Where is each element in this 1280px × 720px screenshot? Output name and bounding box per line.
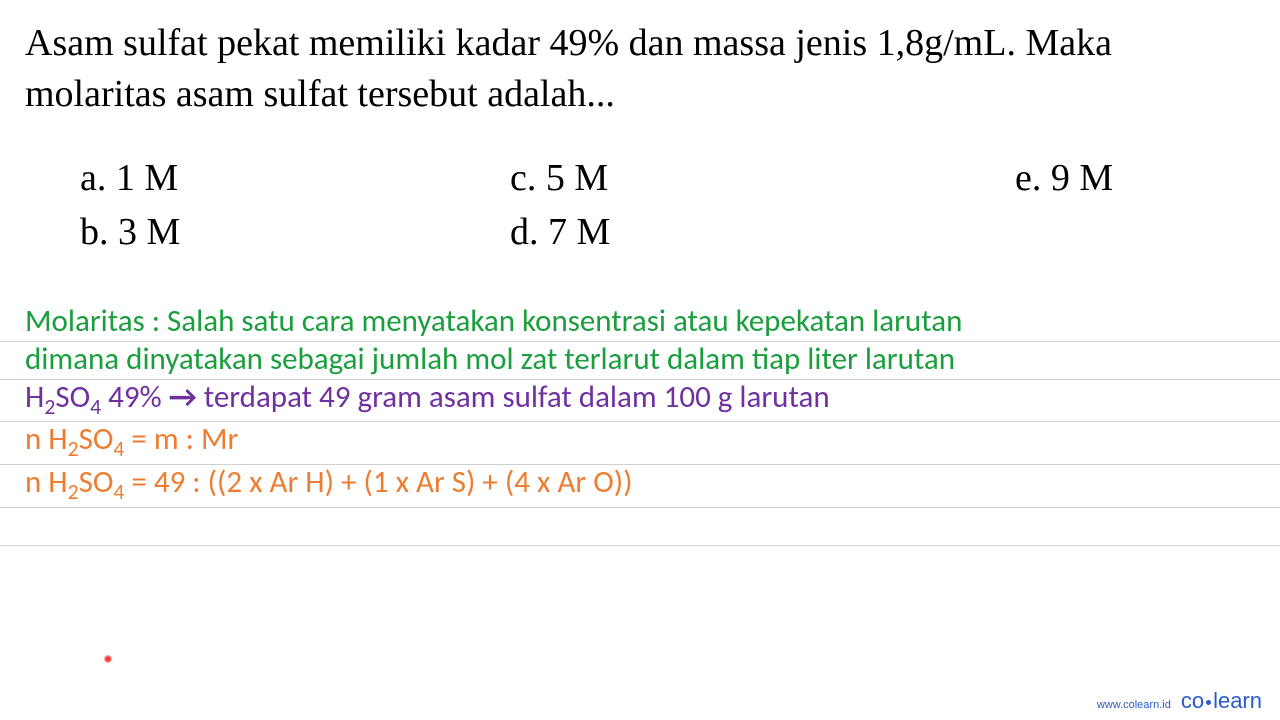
- solution-line-1: Molaritas : Salah satu cara menyatakan k…: [0, 304, 1280, 342]
- option-e: e. 9 M: [1015, 156, 1113, 200]
- solution-line-2: dimana dinyatakan sebagai jumlah mol zat…: [0, 342, 1280, 380]
- option-b: b. 3 M: [80, 210, 510, 254]
- option-c: c. 5 M: [510, 156, 1015, 200]
- footer-logo: colearn: [1181, 688, 1262, 714]
- footer: www.colearn.id colearn: [1097, 688, 1262, 714]
- laser-pointer-icon: [104, 655, 112, 663]
- options-row: a. 1 M b. 3 M c. 5 M d. 7 M e. 9 M: [25, 156, 1255, 254]
- molaritas-def-1: Molaritas : Salah satu cara menyatakan k…: [25, 302, 962, 340]
- solution-line-4: n H2SO4 = m : Mr: [0, 422, 1280, 465]
- option-column-3: e. 9 M: [1015, 156, 1113, 254]
- solution-line-empty: [0, 508, 1280, 546]
- option-column-1: a. 1 M b. 3 M: [25, 156, 510, 254]
- solution-line-3: H2SO4 49% → terdapat 49 gram asam sulfat…: [0, 380, 1280, 423]
- option-d: d. 7 M: [510, 210, 1015, 254]
- question-area: Asam sulfat pekat memiliki kadar 49% dan…: [0, 0, 1280, 254]
- dot-icon: [1206, 700, 1211, 705]
- question-text: Asam sulfat pekat memiliki kadar 49% dan…: [25, 18, 1255, 121]
- option-a: a. 1 M: [80, 156, 510, 200]
- option-column-2: c. 5 M d. 7 M: [510, 156, 1015, 254]
- mol-formula-2: n H2SO4 = 49 : ((2 x Ar H) + (1 x Ar S) …: [25, 463, 633, 501]
- solution-line-5: n H2SO4 = 49 : ((2 x Ar H) + (1 x Ar S) …: [0, 465, 1280, 508]
- arrow-icon: →: [169, 382, 197, 413]
- solution-area: Molaritas : Salah satu cara menyatakan k…: [0, 304, 1280, 547]
- mol-formula-1: n H2SO4 = m : Mr: [25, 420, 238, 458]
- molaritas-def-2: dimana dinyatakan sebagai jumlah mol zat…: [25, 340, 955, 378]
- h2so4-explanation: H2SO4 49% → terdapat 49 gram asam sulfat…: [25, 378, 830, 416]
- footer-url: www.colearn.id: [1097, 699, 1171, 711]
